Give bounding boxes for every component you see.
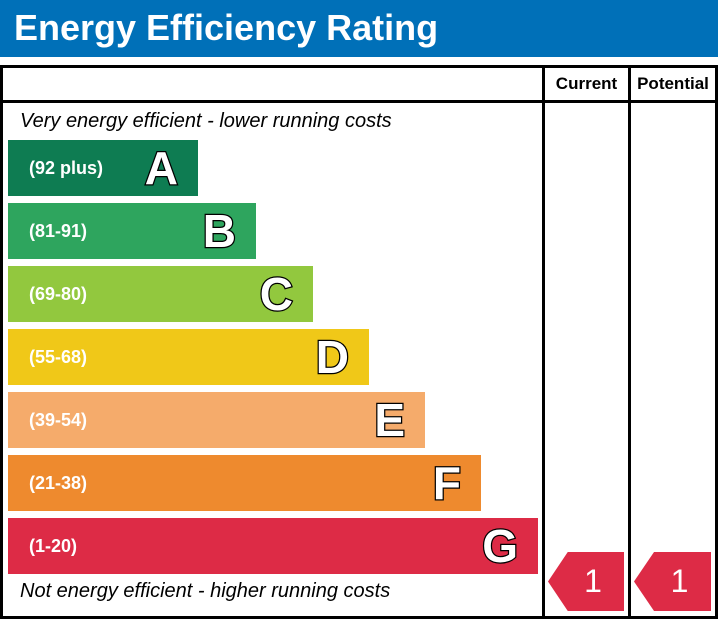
band-range-label: (92 plus) xyxy=(29,157,104,178)
bands: (92 plus) A (81-91) B (69-80) C (55-68) … xyxy=(3,140,542,574)
band-range-label: (69-80) xyxy=(29,283,88,304)
band-range-label: (21-38) xyxy=(29,472,88,493)
page-title: Energy Efficiency Rating xyxy=(0,0,718,57)
band-letter: D xyxy=(315,331,351,383)
current-column: Current 1 xyxy=(542,68,628,616)
band-d: (55-68) D xyxy=(8,329,369,385)
band-range-label: (39-54) xyxy=(29,409,88,430)
band-f: (21-38) F xyxy=(8,455,481,511)
potential-column-body: 1 xyxy=(631,103,715,616)
band-letter: A xyxy=(144,142,180,194)
rating-table: Very energy efficient - lower running co… xyxy=(0,65,718,619)
bottom-note: Not energy efficient - higher running co… xyxy=(20,580,391,602)
current-value: 1 xyxy=(584,563,602,599)
band-letter: F xyxy=(432,457,463,509)
band-range-label: (55-68) xyxy=(29,346,88,367)
potential-column-header: Potential xyxy=(631,68,715,103)
header-cell-empty xyxy=(3,68,542,103)
band-c: (69-80) C xyxy=(8,266,313,322)
band-letter: E xyxy=(373,394,406,446)
band-letter: G xyxy=(481,520,519,572)
potential-column: Potential 1 xyxy=(628,68,715,616)
band-letter: C xyxy=(259,268,295,320)
band-e: (39-54) E xyxy=(8,392,425,448)
current-column-header: Current xyxy=(545,68,628,103)
band-b: (81-91) B xyxy=(8,203,256,259)
potential-arrow: 1 xyxy=(634,552,711,611)
band-letter: B xyxy=(202,205,238,257)
band-range-label: (81-91) xyxy=(29,220,88,241)
current-arrow: 1 xyxy=(548,552,624,611)
potential-value: 1 xyxy=(670,563,689,599)
band-g: (1-20) G xyxy=(8,518,538,574)
band-range-label: (1-20) xyxy=(29,535,78,556)
band-a: (92 plus) A xyxy=(8,140,198,196)
current-column-body: 1 xyxy=(545,103,628,616)
top-note: Very energy efficient - lower running co… xyxy=(20,110,392,132)
bands-column-body: Very energy efficient - lower running co… xyxy=(3,103,542,616)
bands-column: Very energy efficient - lower running co… xyxy=(3,68,542,616)
